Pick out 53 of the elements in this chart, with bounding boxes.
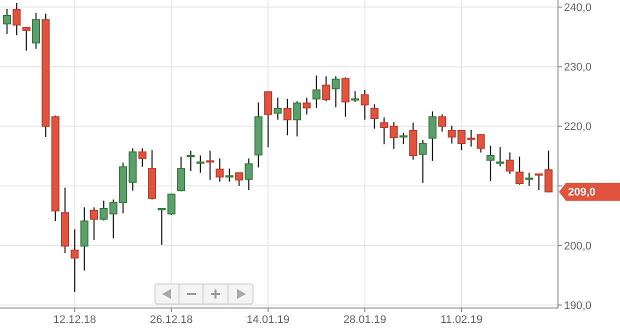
candlestick bbox=[380, 116, 388, 145]
candlestick bbox=[158, 208, 166, 246]
x-tick-label: 28.01.19 bbox=[343, 314, 386, 326]
candlestick bbox=[235, 172, 244, 186]
candlestick bbox=[225, 168, 234, 182]
candlestick bbox=[476, 134, 485, 154]
x-tick-label: 12.12.18 bbox=[53, 314, 96, 326]
x-tick-label: 11.02.19 bbox=[440, 314, 482, 326]
candlestick bbox=[283, 98, 292, 136]
candlestick bbox=[525, 172, 534, 186]
candlestick bbox=[332, 76, 340, 108]
candlestick bbox=[516, 156, 524, 186]
x-tick-label: 14.01.19 bbox=[246, 314, 290, 326]
y-tick-label: 240,0 bbox=[564, 2, 592, 14]
candlestick bbox=[206, 150, 214, 181]
candlestick bbox=[486, 145, 494, 182]
candlestick bbox=[264, 91, 272, 148]
candlestick bbox=[322, 76, 330, 102]
candlestick bbox=[186, 150, 195, 172]
candlestick bbox=[100, 200, 108, 222]
candlestick bbox=[312, 75, 320, 108]
candlestick bbox=[274, 97, 282, 120]
candlestick bbox=[399, 132, 408, 145]
candlestick bbox=[12, 2, 21, 36]
candlestick bbox=[341, 76, 350, 118]
candlestick bbox=[177, 156, 186, 192]
candlestick bbox=[138, 148, 146, 168]
candlestick bbox=[390, 122, 398, 150]
candlestick bbox=[70, 228, 79, 293]
x-tick-label: 26.12.18 bbox=[150, 314, 193, 326]
candlestick bbox=[428, 110, 436, 162]
candlestick bbox=[3, 8, 11, 35]
candlestick bbox=[90, 206, 98, 241]
candlestick bbox=[32, 12, 40, 50]
candlestick bbox=[22, 26, 30, 52]
candlestick bbox=[438, 114, 446, 132]
y-tick-label: 190,0 bbox=[564, 300, 592, 312]
candlestick bbox=[196, 154, 204, 174]
candlestick bbox=[506, 152, 514, 175]
candlestick bbox=[167, 193, 176, 216]
y-tick-label: 220,0 bbox=[564, 121, 592, 134]
candlestick bbox=[370, 104, 378, 130]
candlestick bbox=[351, 90, 360, 102]
text: 209,0 bbox=[568, 186, 596, 199]
candlestick bbox=[293, 100, 302, 138]
candlestick bbox=[496, 146, 504, 167]
candlestick bbox=[216, 158, 224, 182]
y-tick-label: 230,0 bbox=[564, 62, 592, 74]
candlestick bbox=[418, 139, 427, 184]
candlestick bbox=[360, 89, 369, 120]
candlestick bbox=[244, 158, 253, 191]
candlestick bbox=[302, 97, 311, 115]
y-tick-label: 200,0 bbox=[564, 240, 592, 252]
